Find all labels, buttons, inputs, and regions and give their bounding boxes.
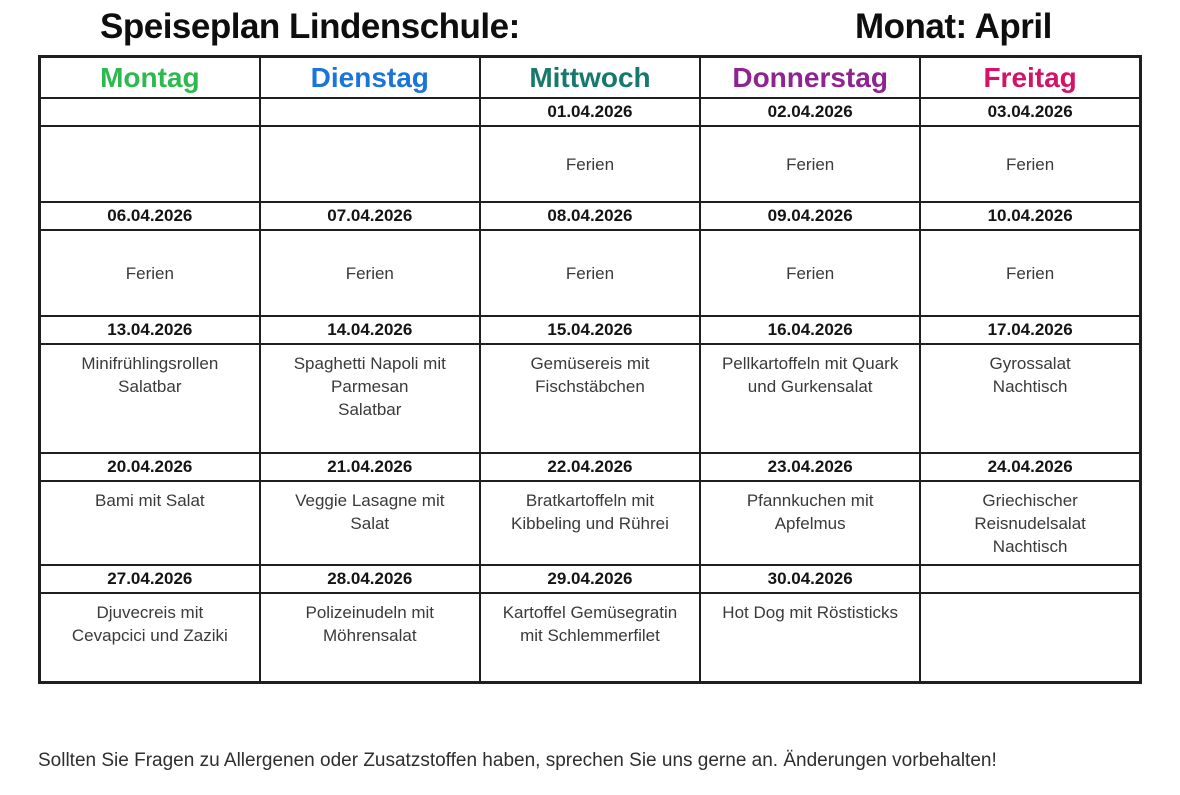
meal-row-week-1: Ferien Ferien Ferien: [38, 125, 1142, 203]
date-cell: 03.04.2026: [919, 97, 1142, 127]
meal-row-week-5: Djuvecreis mit Cevapcici und Zaziki Polize…: [38, 592, 1142, 684]
date-cell: 06.04.2026: [38, 201, 261, 231]
date-cell: 30.04.2026: [699, 564, 922, 594]
date-cell: 20.04.2026: [38, 452, 261, 482]
date-cell: 14.04.2026: [258, 315, 481, 345]
date-cell: 29.04.2026: [478, 564, 702, 594]
meal-cell: [919, 592, 1142, 684]
meal-row-week-4: Bami mit Salat Veggie Lasagne mit Salat Bra…: [38, 480, 1142, 566]
day-header-donnerstag: Donnerstag: [699, 55, 922, 99]
date-cell: 09.04.2026: [699, 201, 922, 231]
day-header-freitag: Freitag: [919, 55, 1142, 99]
date-cell: 10.04.2026: [919, 201, 1142, 231]
page-title: Speiseplan Lindenschule:: [100, 7, 520, 46]
meal-cell: Djuvecreis mit Cevapcici und Zaziki: [38, 592, 261, 684]
meal-row-week-2: Ferien Ferien Ferien Ferien Ferien: [38, 229, 1142, 317]
date-cell: 16.04.2026: [699, 315, 922, 345]
date-cell: 21.04.2026: [258, 452, 481, 482]
meal-cell: Ferien: [478, 125, 702, 203]
date-cell: 24.04.2026: [919, 452, 1142, 482]
day-header-mittwoch: Mittwoch: [478, 55, 702, 99]
date-cell: 23.04.2026: [699, 452, 922, 482]
meal-cell: Pellkartoffeln mit Quark und Gurkensalat: [699, 343, 922, 454]
date-cell: 15.04.2026: [478, 315, 702, 345]
date-cell: [919, 564, 1142, 594]
date-row-week-5: 27.04.2026 28.04.2026 29.04.2026 30.04.2026: [38, 564, 1142, 594]
meal-cell: Gemüsereis mit Fischstäbchen: [478, 343, 702, 454]
date-cell: [38, 97, 261, 127]
weekday-header-row: Montag Dienstag Mittwoch Donnerstag Freitag: [38, 55, 1142, 99]
date-row-week-1: 01.04.2026 02.04.2026 03.04.2026: [38, 97, 1142, 127]
meal-cell: Griechischer Reisnudelsalat Nachtisch: [919, 480, 1142, 566]
meal-row-week-3: Minifrühlingsrollen Salatbar Spaghetti Nap…: [38, 343, 1142, 454]
meal-plan-table: Montag Dienstag Mittwoch Donnerstag Freitag …: [38, 55, 1142, 684]
date-row-week-4: 20.04.2026 21.04.2026 22.04.2026 23.04.2026…: [38, 452, 1142, 482]
meal-cell: Spaghetti Napoli mit Parmesan Salatbar: [258, 343, 481, 454]
meal-cell: Bratkartoffeln mit Kibbeling und Rührei: [478, 480, 702, 566]
meal-cell: Ferien: [699, 125, 922, 203]
date-cell: 28.04.2026: [258, 564, 481, 594]
day-header-dienstag: Dienstag: [258, 55, 481, 99]
meal-cell: Ferien: [699, 229, 922, 317]
date-cell: 07.04.2026: [258, 201, 481, 231]
day-header-row: Montag Dienstag Mittwoch Donnerstag Freitag: [38, 55, 1142, 99]
date-cell: 01.04.2026: [478, 97, 702, 127]
meal-cell: Hot Dog mit Röstisticks: [699, 592, 922, 684]
meal-cell: Ferien: [38, 229, 261, 317]
date-cell: 22.04.2026: [478, 452, 702, 482]
meal-cell: Pfannkuchen mit Apfelmus: [699, 480, 922, 566]
meal-cell: Bami mit Salat: [38, 480, 261, 566]
month-title: Monat: April: [855, 7, 1052, 46]
meal-cell: Kartoffel Gemüsegratin mit Schlemmerfilet: [478, 592, 702, 684]
meal-cell: Polizeinudeln mit Möhrensalat: [258, 592, 481, 684]
meal-cell: [258, 125, 481, 203]
meal-cell: Minifrühlingsrollen Salatbar: [38, 343, 261, 454]
meal-cell: Ferien: [258, 229, 481, 317]
meal-cell: [38, 125, 261, 203]
date-cell: 13.04.2026: [38, 315, 261, 345]
date-cell: 27.04.2026: [38, 564, 261, 594]
meal-cell: Ferien: [919, 125, 1142, 203]
meal-cell: Ferien: [478, 229, 702, 317]
meal-cell: Veggie Lasagne mit Salat: [258, 480, 481, 566]
date-cell: 08.04.2026: [478, 201, 702, 231]
date-row-week-3: 13.04.2026 14.04.2026 15.04.2026 16.04.2026…: [38, 315, 1142, 345]
date-cell: 17.04.2026: [919, 315, 1142, 345]
allergen-note: Sollten Sie Fragen zu Allergenen oder Zu…: [38, 750, 997, 771]
date-cell: 02.04.2026: [699, 97, 922, 127]
date-cell: [258, 97, 481, 127]
day-header-montag: Montag: [38, 55, 261, 99]
date-row-week-2: 06.04.2026 07.04.2026 08.04.2026 09.04.2026…: [38, 201, 1142, 231]
meal-cell: Ferien: [919, 229, 1142, 317]
meal-cell: Gyrossalat Nachtisch: [919, 343, 1142, 454]
meal-plan-body: 01.04.2026 02.04.2026 03.04.2026 Ferien Feri…: [38, 97, 1142, 684]
